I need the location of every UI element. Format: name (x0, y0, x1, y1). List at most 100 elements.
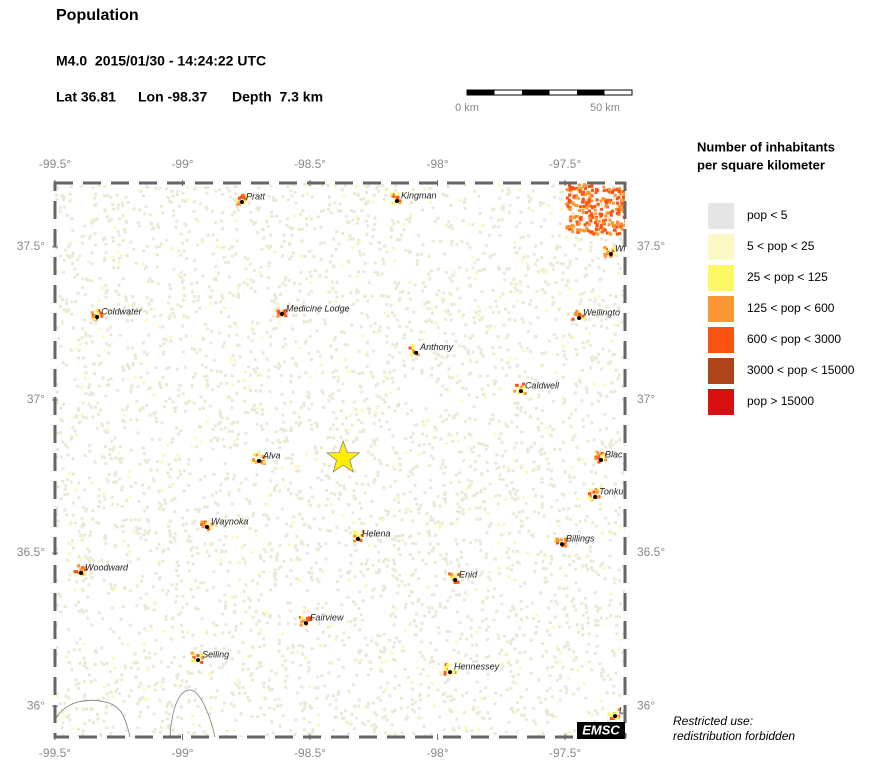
city-label: Fairview (310, 613, 344, 623)
pixel (463, 183, 467, 187)
pixel (614, 671, 618, 675)
pixel (613, 532, 617, 536)
pixel (607, 491, 611, 494)
pixel (381, 518, 385, 522)
pixel (226, 472, 229, 476)
pixel (399, 706, 403, 710)
pixel (364, 185, 368, 189)
pixel (468, 483, 472, 487)
city-marker (355, 536, 360, 541)
pixel (335, 427, 339, 431)
pixel (371, 375, 375, 379)
pixel (281, 345, 285, 349)
pixel (574, 567, 578, 571)
pixel (352, 495, 356, 499)
pixel (345, 439, 349, 443)
pixel (515, 515, 519, 519)
pixel (405, 412, 409, 416)
pixel (542, 271, 545, 275)
pixel (498, 652, 502, 656)
pixel (599, 699, 603, 703)
pixel (612, 581, 616, 585)
pixel (85, 341, 88, 345)
pixel (278, 446, 282, 450)
pixel (310, 578, 314, 582)
pixel (293, 546, 297, 550)
pixel (310, 495, 314, 499)
pixel (155, 546, 159, 550)
pixel (443, 665, 447, 669)
pixel (352, 600, 355, 604)
pixel (71, 415, 75, 419)
pixel (181, 516, 185, 520)
pixel (330, 210, 333, 214)
pixel (446, 353, 450, 357)
pixel (88, 334, 92, 338)
pixel (232, 729, 236, 732)
pixel (80, 525, 84, 529)
pixel (495, 304, 499, 308)
pixel (540, 255, 544, 259)
pixel (334, 348, 338, 352)
pixel (181, 630, 185, 634)
pixel (156, 460, 159, 464)
pixel (123, 664, 127, 668)
pixel (336, 692, 340, 696)
pixel (434, 428, 438, 432)
pixel (413, 709, 417, 713)
pixel (82, 533, 86, 537)
pixel (290, 255, 294, 258)
pixel (506, 661, 510, 665)
pixel (595, 490, 599, 494)
pixel (116, 206, 120, 210)
pixel (145, 295, 149, 299)
pixel (154, 416, 158, 420)
pixel (133, 353, 137, 357)
pixel (235, 391, 239, 395)
pixel (276, 302, 280, 306)
pixel (621, 289, 625, 292)
pixel (353, 534, 357, 538)
pixel (102, 663, 106, 667)
pixel (554, 715, 558, 719)
pixel (80, 184, 84, 188)
pixel (106, 568, 109, 572)
pixel (479, 689, 483, 693)
pixel (241, 521, 245, 524)
pixel (516, 549, 519, 553)
pixel (484, 656, 488, 659)
pixel (97, 309, 101, 313)
pixel (575, 194, 579, 198)
pixel (611, 246, 615, 250)
pixel (372, 587, 376, 590)
pixel (192, 299, 196, 303)
pixel (291, 644, 295, 648)
pixel (541, 642, 544, 645)
pixel (384, 509, 387, 512)
pixel (74, 300, 78, 304)
pixel (573, 391, 577, 395)
pixel (417, 706, 421, 710)
pixel (369, 324, 373, 328)
pixel (367, 280, 371, 284)
pixel (286, 185, 290, 189)
pixel (371, 701, 375, 705)
pixel (180, 716, 184, 720)
pixel (275, 461, 279, 465)
pixel (526, 265, 530, 269)
pixel (93, 232, 97, 236)
pixel (59, 304, 62, 308)
pixel (161, 559, 165, 563)
pixel (566, 266, 569, 270)
pixel (167, 463, 171, 467)
pixel (97, 413, 101, 416)
pixel (192, 200, 196, 204)
pixel (385, 334, 389, 338)
pixel (358, 517, 362, 521)
pixel (462, 345, 465, 348)
pixel (145, 592, 148, 596)
pixel (472, 705, 476, 709)
pixel (443, 331, 447, 335)
pixel (561, 271, 565, 275)
pixel (463, 436, 467, 440)
